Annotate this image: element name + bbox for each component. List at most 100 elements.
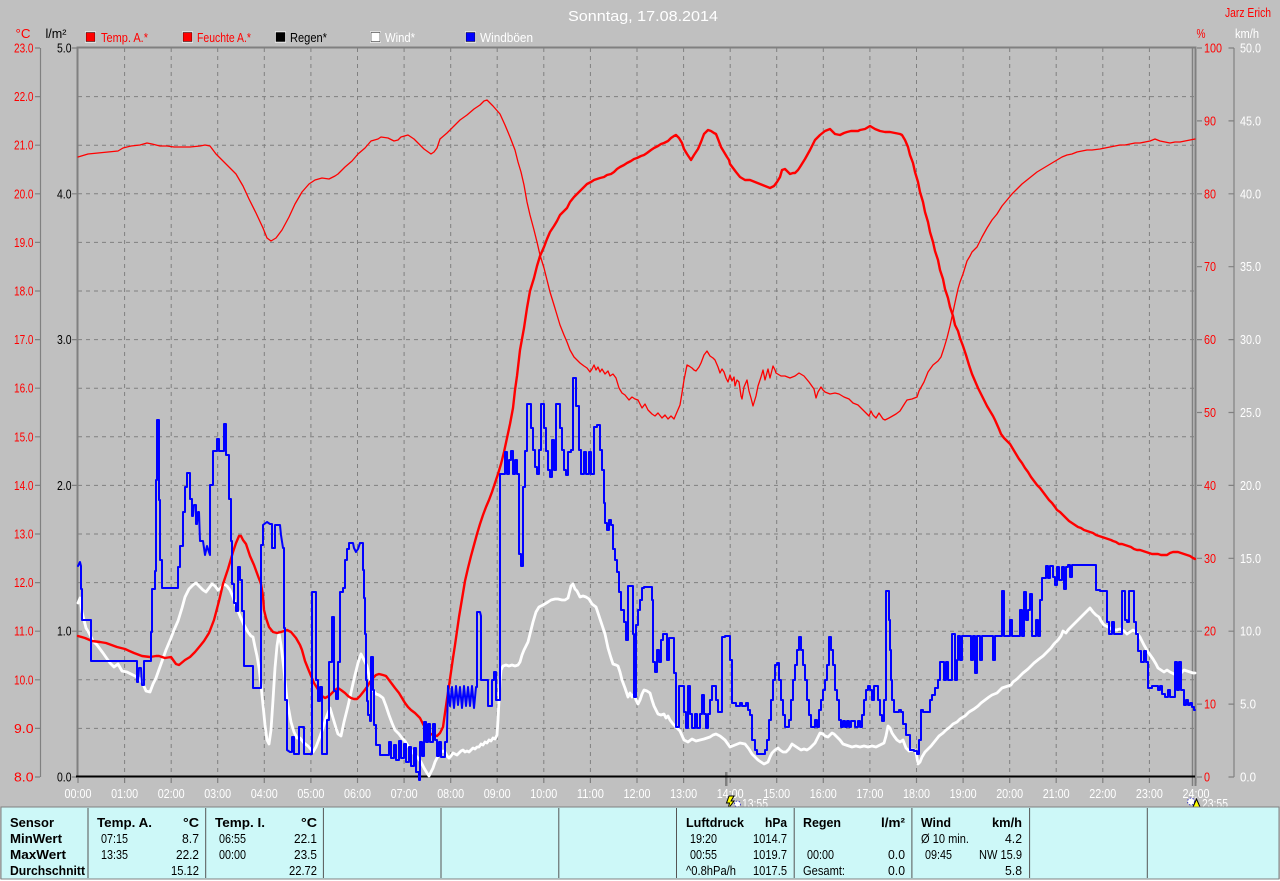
svg-text:km/h: km/h [1235, 26, 1259, 41]
svg-text:50: 50 [1204, 405, 1216, 420]
svg-text:19:20: 19:20 [690, 831, 717, 846]
svg-text:10.0: 10.0 [14, 672, 34, 687]
svg-text:14:00: 14:00 [717, 786, 744, 801]
svg-text:Feuchte A.*: Feuchte A.* [197, 30, 251, 45]
svg-text:08:00: 08:00 [437, 786, 464, 801]
svg-text:22.1: 22.1 [294, 831, 317, 846]
svg-text:l/m²: l/m² [46, 26, 68, 41]
svg-text:Luftdruck: Luftdruck [686, 815, 745, 830]
svg-text:0.0: 0.0 [888, 863, 905, 878]
svg-text:25.0: 25.0 [1240, 405, 1261, 420]
svg-text:23.0: 23.0 [14, 41, 34, 56]
svg-text:17:00: 17:00 [856, 786, 883, 801]
svg-text:07:15: 07:15 [101, 831, 128, 846]
svg-text:^0.8hPa/h: ^0.8hPa/h [686, 863, 736, 878]
svg-text:10: 10 [1204, 697, 1216, 712]
svg-text:01:00: 01:00 [111, 786, 138, 801]
svg-text:Wind: Wind [921, 815, 951, 830]
svg-text:18.0: 18.0 [14, 284, 34, 299]
svg-text:15.12: 15.12 [171, 863, 199, 878]
svg-text:°C: °C [301, 815, 318, 830]
svg-text:00:00: 00:00 [807, 847, 834, 862]
svg-text:0.0: 0.0 [57, 770, 72, 785]
svg-text:Regen*: Regen* [290, 30, 327, 45]
svg-text:70: 70 [1204, 259, 1216, 274]
svg-text:05:00: 05:00 [297, 786, 324, 801]
svg-text:40: 40 [1204, 478, 1216, 493]
svg-text:8.0: 8.0 [14, 770, 34, 785]
svg-text:35.0: 35.0 [1240, 259, 1261, 274]
svg-text:10.0: 10.0 [1240, 624, 1261, 639]
svg-text:06:55: 06:55 [219, 831, 246, 846]
svg-text:1.0: 1.0 [57, 624, 72, 639]
svg-text:03:00: 03:00 [204, 786, 231, 801]
svg-text:00:00: 00:00 [219, 847, 246, 862]
svg-text:Wind*: Wind* [385, 30, 415, 45]
svg-text:06:00: 06:00 [344, 786, 371, 801]
svg-text:30: 30 [1204, 551, 1216, 566]
svg-text:km/h: km/h [992, 815, 1022, 830]
svg-text:45.0: 45.0 [1240, 113, 1261, 128]
svg-text:23:00: 23:00 [1136, 786, 1163, 801]
svg-text:%: % [1197, 26, 1206, 41]
svg-text:00:00: 00:00 [65, 786, 92, 801]
svg-text:19.0: 19.0 [14, 235, 34, 250]
svg-text:NW 15.9: NW 15.9 [979, 847, 1022, 862]
svg-text:Temp. A.*: Temp. A.* [101, 30, 148, 45]
svg-text:40.0: 40.0 [1240, 186, 1261, 201]
svg-text:14.0: 14.0 [14, 478, 34, 493]
svg-text:4.2: 4.2 [1005, 831, 1022, 846]
svg-text:13:35: 13:35 [101, 847, 128, 862]
svg-text:0.0: 0.0 [888, 847, 905, 862]
svg-text:1019.7: 1019.7 [753, 847, 787, 862]
svg-text:16:00: 16:00 [810, 786, 837, 801]
svg-text:15.0: 15.0 [1240, 551, 1261, 566]
svg-text:90: 90 [1204, 113, 1216, 128]
svg-text:Windböen: Windböen [480, 30, 533, 45]
svg-text:09:45: 09:45 [925, 847, 952, 862]
svg-text:00:55: 00:55 [690, 847, 717, 862]
svg-text:60: 60 [1204, 332, 1216, 347]
svg-text:Gesamt:: Gesamt: [803, 863, 845, 878]
svg-text:15.0: 15.0 [14, 429, 34, 444]
svg-text:18:00: 18:00 [903, 786, 930, 801]
svg-text:22.0: 22.0 [14, 89, 34, 104]
svg-text:0.0: 0.0 [1240, 770, 1256, 785]
svg-text:80: 80 [1204, 186, 1216, 201]
svg-text:Regen: Regen [803, 815, 841, 830]
svg-text:30.0: 30.0 [1240, 332, 1261, 347]
svg-text:hPa: hPa [765, 815, 788, 830]
svg-text:11.0: 11.0 [14, 624, 34, 639]
svg-text:19:00: 19:00 [950, 786, 977, 801]
svg-text:0: 0 [1204, 770, 1210, 785]
svg-text:09:00: 09:00 [484, 786, 511, 801]
svg-text:1017.5: 1017.5 [753, 863, 787, 878]
svg-text:5.0: 5.0 [57, 41, 72, 56]
svg-text:12:00: 12:00 [624, 786, 651, 801]
svg-text:Sonntag, 17.08.2014: Sonntag, 17.08.2014 [568, 8, 718, 25]
svg-text:MinWert: MinWert [10, 831, 63, 846]
svg-text:20: 20 [1204, 624, 1216, 639]
svg-text:13:00: 13:00 [670, 786, 697, 801]
svg-text:Durchschnitt: Durchschnitt [10, 863, 86, 878]
svg-text:Jarz Erich: Jarz Erich [1225, 6, 1271, 20]
svg-text:17.0: 17.0 [14, 332, 34, 347]
svg-text:23.5: 23.5 [294, 847, 317, 862]
svg-text:2.0: 2.0 [57, 478, 72, 493]
svg-text:1014.7: 1014.7 [753, 831, 787, 846]
svg-text:l/m²: l/m² [881, 815, 906, 830]
svg-text:100: 100 [1204, 41, 1222, 56]
svg-text:04:00: 04:00 [251, 786, 278, 801]
svg-text:13.0: 13.0 [14, 527, 34, 542]
svg-text:°C: °C [183, 815, 200, 830]
svg-text:5.0: 5.0 [1240, 697, 1256, 712]
svg-text:22.2: 22.2 [176, 847, 199, 862]
svg-text:Temp. I.: Temp. I. [215, 815, 265, 830]
svg-text:21.0: 21.0 [14, 138, 34, 153]
svg-text:3.0: 3.0 [57, 332, 72, 347]
svg-text:Sensor: Sensor [10, 815, 54, 830]
svg-text:21:00: 21:00 [1043, 786, 1070, 801]
svg-text:07:00: 07:00 [391, 786, 418, 801]
svg-text:22:00: 22:00 [1089, 786, 1116, 801]
svg-text:Ø 10 min.: Ø 10 min. [921, 831, 969, 846]
